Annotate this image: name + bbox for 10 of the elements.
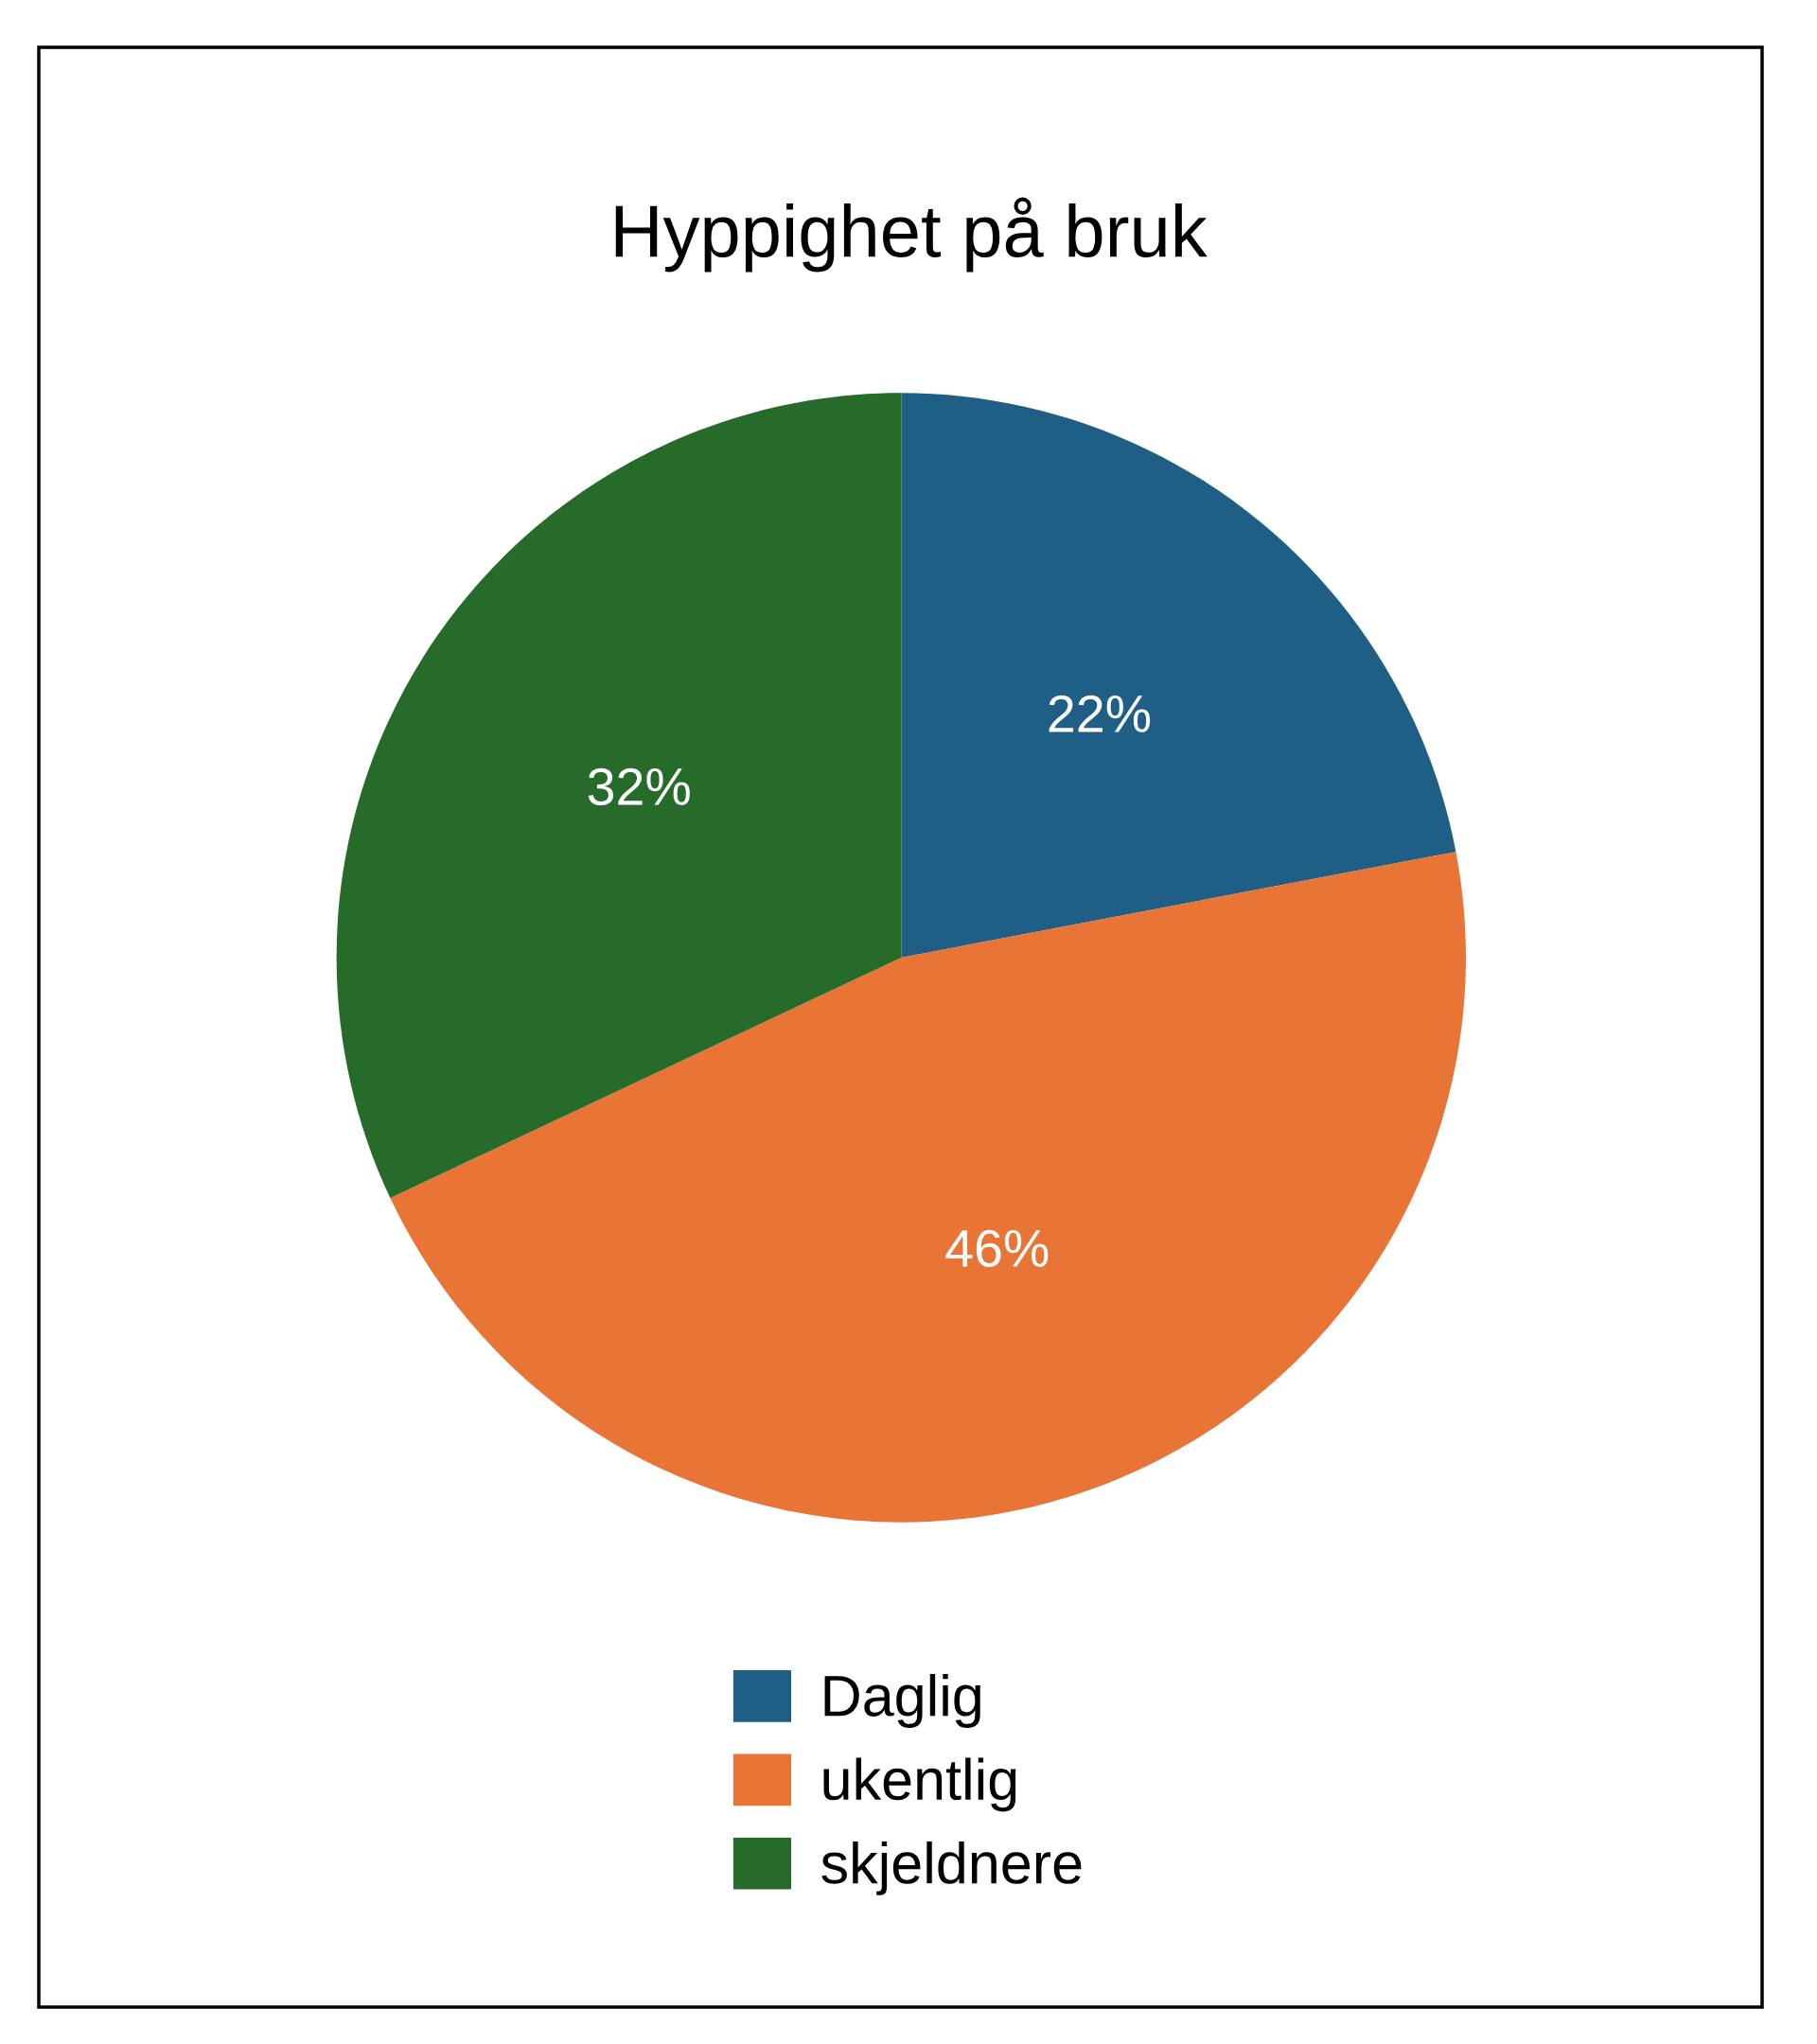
- data-label: 22%: [1049, 695, 1151, 732]
- data-label: 46%: [945, 1229, 1049, 1267]
- pie-slice: [336, 393, 902, 1199]
- chart-title: Hyppighet på bruk: [615, 197, 1208, 273]
- legend-label: Daglig: [824, 1673, 980, 1728]
- pie-slice: [901, 393, 1456, 958]
- legend-label: ukentlig: [823, 1757, 1016, 1812]
- data-label: 32%: [588, 767, 690, 806]
- pie-slice: [390, 852, 1467, 1523]
- legend-label: skjeldnere: [821, 1841, 1082, 1895]
